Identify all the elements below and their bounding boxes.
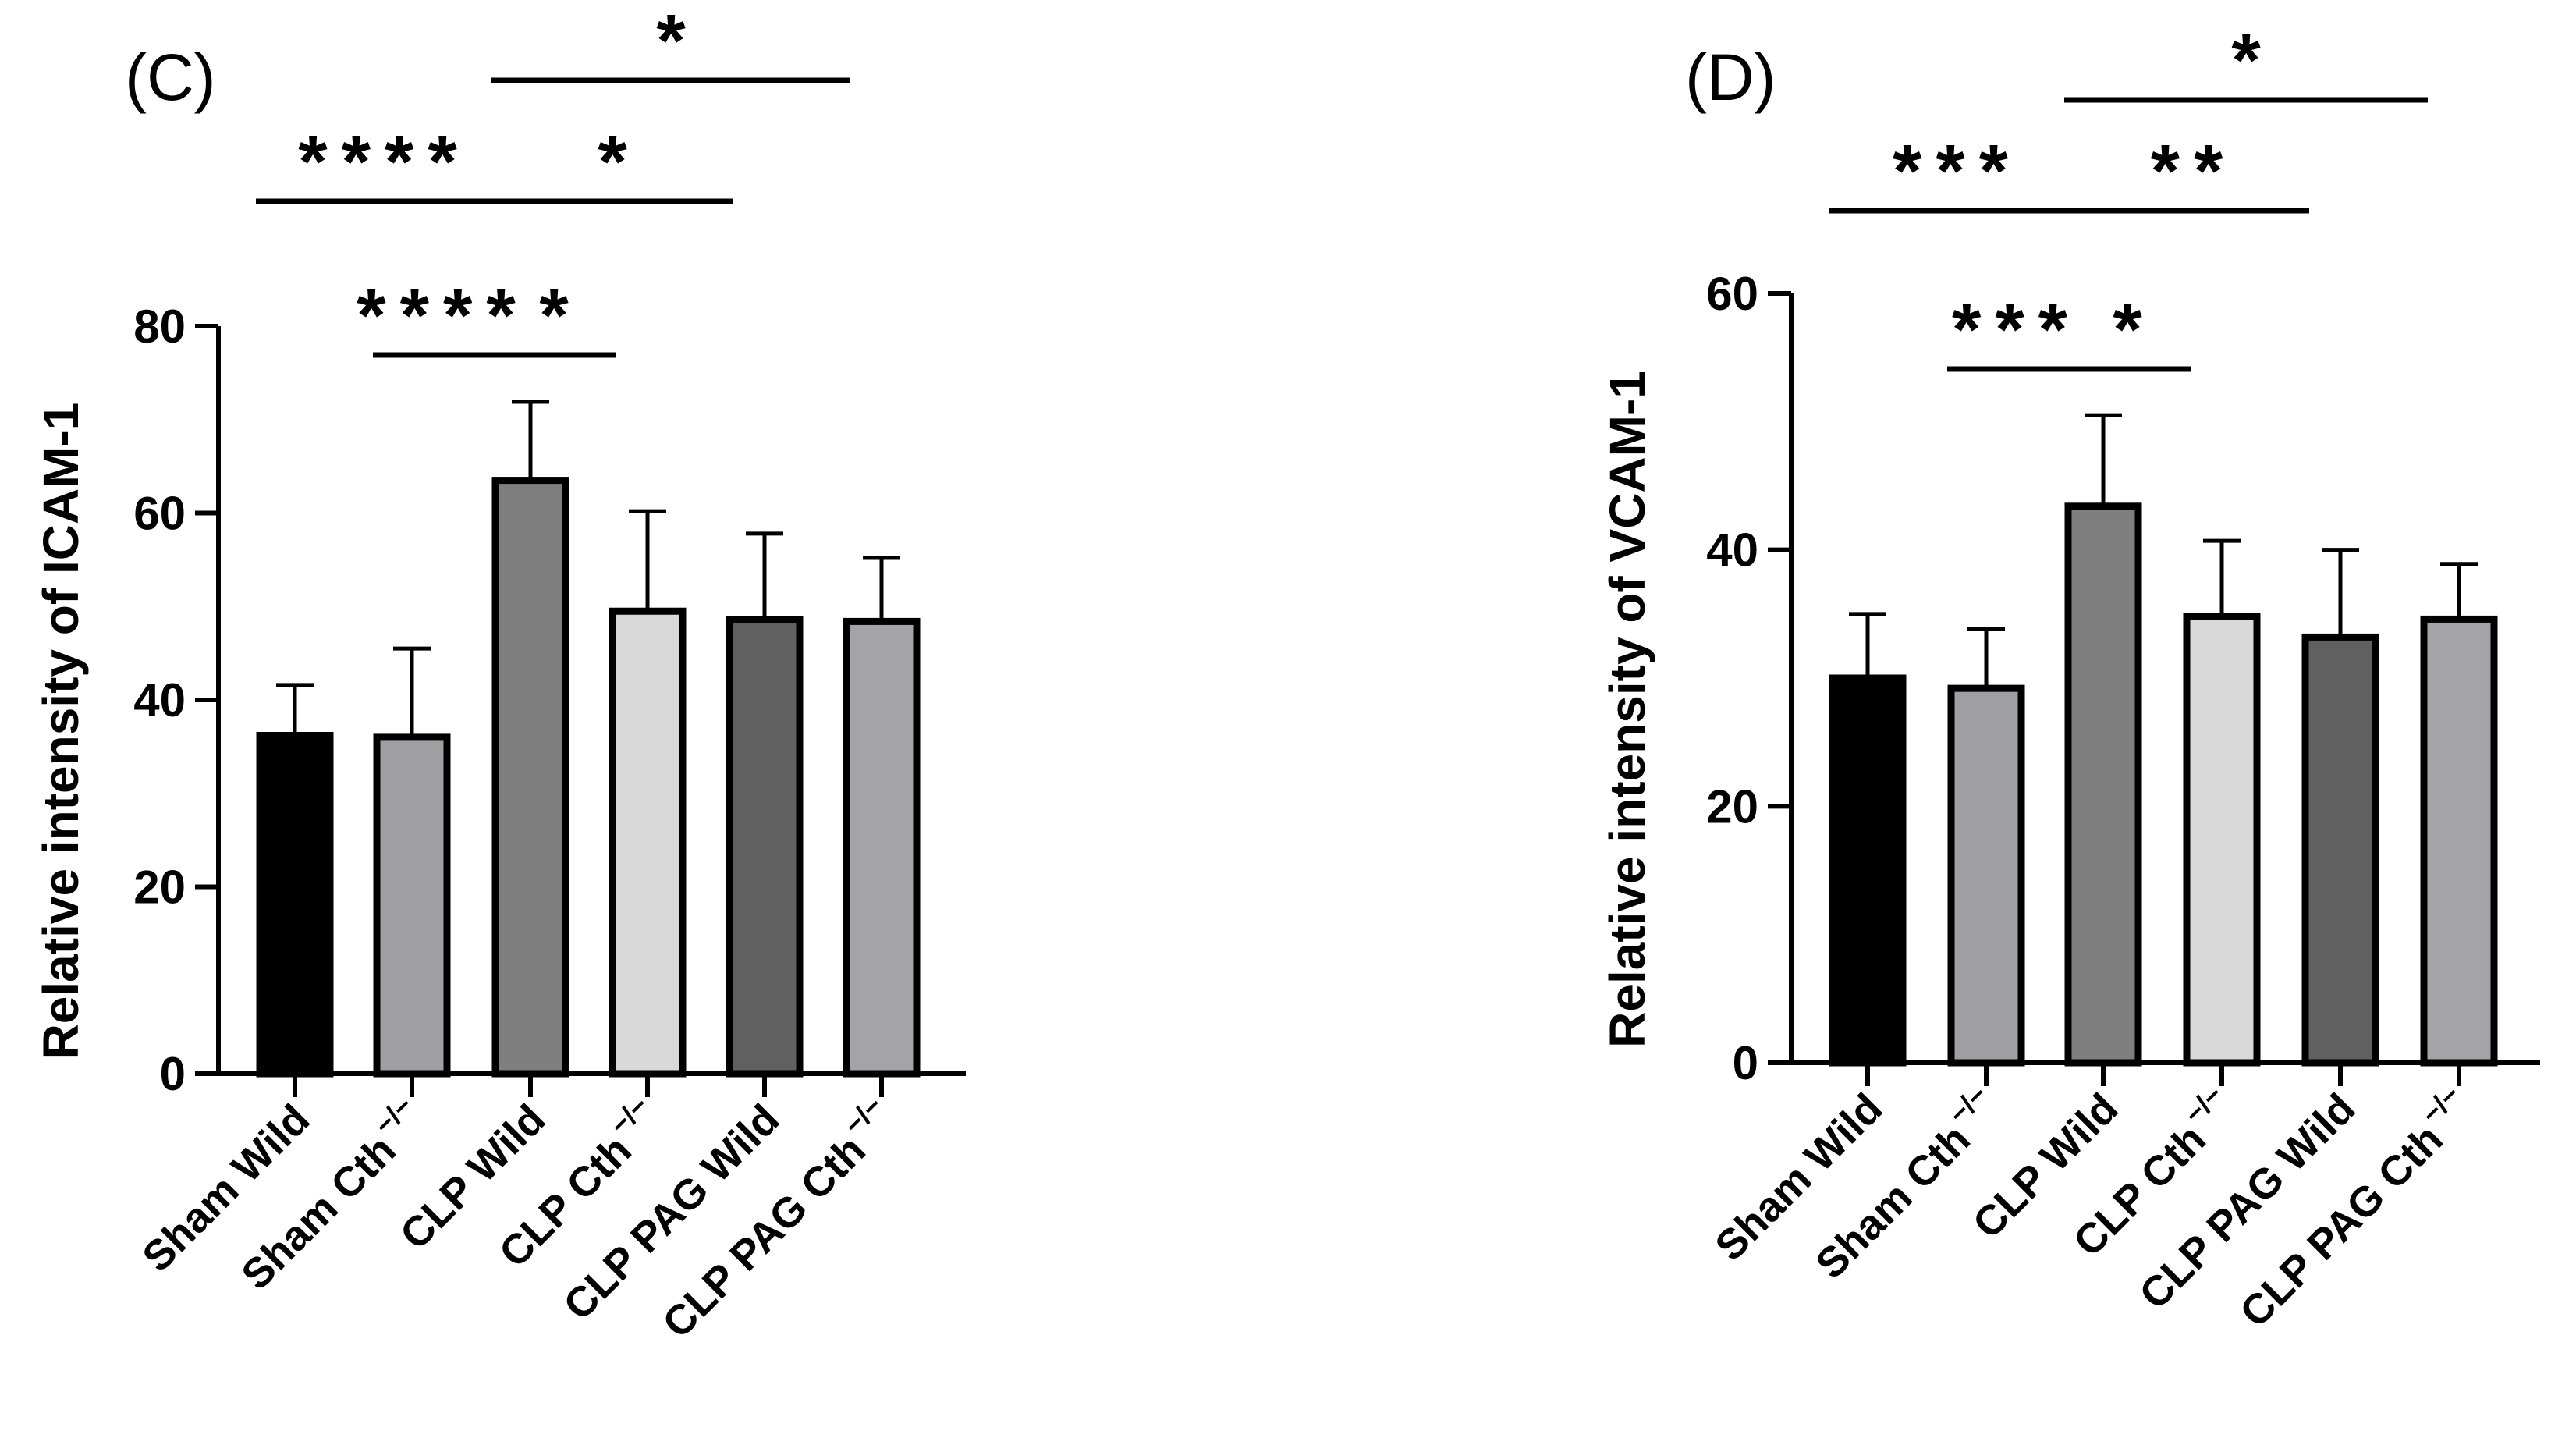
bar <box>843 617 921 1078</box>
significance-label: **** <box>357 274 529 357</box>
bar <box>2064 502 2142 1067</box>
significance-label: ** <box>2151 130 2237 213</box>
significance-label: * <box>539 274 582 357</box>
panel-label: (C) <box>125 41 216 114</box>
x-tick-label: CLP PAG Wild <box>555 1096 788 1329</box>
bar <box>256 732 334 1078</box>
bar <box>726 616 804 1078</box>
y-axis-label: Relative intensity of VCAM-1 <box>1599 371 1655 1048</box>
y-axis-label: Relative intensity of ICAM-1 <box>33 403 89 1060</box>
significance-label: * <box>2113 288 2156 371</box>
significance-label: *** <box>1893 130 2022 213</box>
y-tick-label: 60 <box>1706 268 1758 320</box>
y-tick-label: 20 <box>133 861 186 914</box>
significance-label: **** <box>298 120 470 204</box>
chart-icam1: (C) Relative intensity of ICAM-1 0 20 40 60 80… <box>33 0 966 1348</box>
category-name: CLP PAG Cth <box>2231 1116 2452 1337</box>
y-tick-label: 80 <box>133 300 186 353</box>
bar <box>491 477 569 1078</box>
category-name: CLP PAG Cth <box>654 1127 875 1348</box>
significance-label: * <box>656 0 699 83</box>
significance-label: * <box>2231 19 2274 102</box>
bar <box>2301 633 2379 1067</box>
y-tick-label: 20 <box>1706 780 1758 833</box>
x-tick-label: Sham Cth−/− <box>226 1089 435 1298</box>
y-tick-label: 40 <box>1706 524 1758 577</box>
panel-label: (D) <box>1685 41 1776 114</box>
significance-label: *** <box>1952 288 2081 371</box>
y-tick-label: 60 <box>133 488 186 540</box>
chart-vcam1: (D)Relative intensity of VCAM-10204060Sh… <box>1599 19 2540 1337</box>
bar <box>373 733 451 1078</box>
y-tick-label: 40 <box>133 674 186 726</box>
category-name: CLP PAG Wild <box>2131 1085 2364 1318</box>
bar <box>1947 684 2025 1067</box>
bar <box>1829 674 1907 1067</box>
bar <box>609 607 687 1078</box>
category-name: CLP PAG Wild <box>555 1096 788 1329</box>
bar <box>2183 613 2261 1067</box>
significance-label: * <box>598 120 640 204</box>
y-tick-label: 0 <box>160 1048 186 1100</box>
x-tick-label: CLP PAG Wild <box>2131 1085 2364 1318</box>
bar <box>2420 615 2498 1067</box>
y-tick-label: 0 <box>1733 1037 1758 1089</box>
